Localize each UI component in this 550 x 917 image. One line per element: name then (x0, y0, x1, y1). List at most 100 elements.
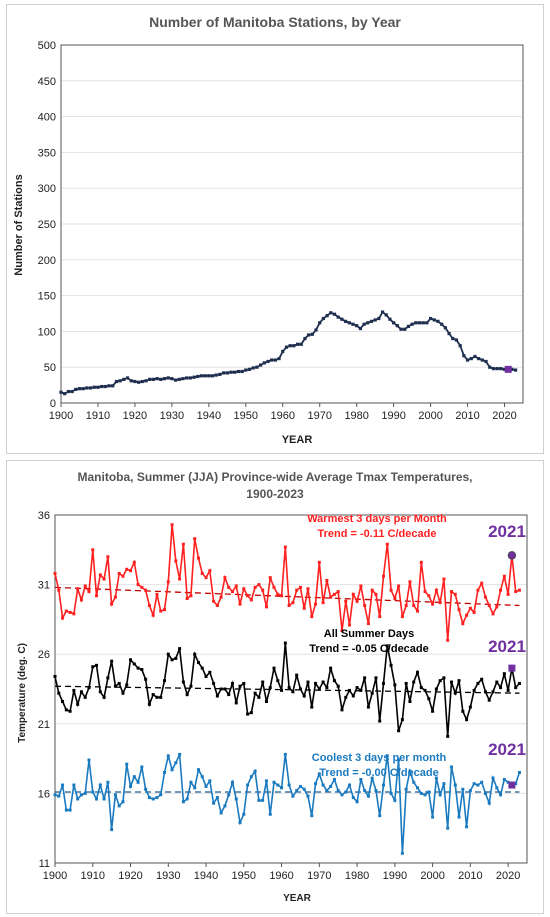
series-3-data-point (385, 754, 389, 758)
series-3-data-point (336, 789, 340, 793)
series-2-data-point (53, 674, 57, 678)
series-3-data-point (147, 796, 151, 800)
series-1-data-point (79, 598, 83, 602)
stations-data-point (480, 358, 484, 362)
series-3-data-point (264, 779, 268, 783)
stations-data-point (454, 338, 459, 342)
series-1-data-point (514, 590, 518, 594)
series-2-data-point (480, 677, 484, 681)
series-2-data-point (340, 708, 344, 712)
series-1-data-point (242, 587, 246, 591)
stations-data-point (292, 344, 296, 348)
series-3-data-point (64, 808, 68, 812)
series-3-data-point (238, 821, 242, 825)
series-2-data-point (223, 687, 227, 691)
stations-data-point (222, 371, 226, 375)
x-tick-label: 1950 (232, 870, 256, 882)
series-1-data-point (506, 592, 510, 596)
stations-data-point (429, 316, 433, 321)
stations-data-point (384, 313, 388, 317)
stations-data-point (122, 377, 126, 381)
series-2-data-point (291, 690, 295, 694)
stations-data-point (329, 311, 333, 315)
series-3-data-point (61, 783, 65, 787)
series-2-data-point (306, 680, 310, 684)
series-3-line (54, 754, 521, 854)
series-2-data-point (283, 641, 287, 645)
stations-data-point (491, 367, 496, 371)
stations-data-point (362, 322, 366, 326)
series-1-data-point (264, 605, 268, 609)
series-3-data-point (502, 777, 506, 781)
series-3-data-point (189, 780, 193, 784)
series-3-data-point (344, 790, 348, 794)
x-tick-label: 2020 (496, 870, 520, 882)
series-2-data-point (117, 681, 121, 685)
series-1-data-point (230, 590, 234, 594)
series-1-data-point (389, 588, 393, 592)
stations-data-point (314, 328, 318, 332)
series-1-data-point (465, 613, 469, 617)
series-2-data-point (382, 681, 386, 685)
series-2-data-point (332, 679, 336, 683)
stations-data-point (133, 379, 137, 384)
x-tick-label: 2000 (420, 870, 444, 882)
series-1-data-point (219, 595, 223, 599)
series-3-data-point (215, 796, 219, 800)
series-1-data-point (427, 594, 431, 598)
series-2-data-point (336, 684, 340, 688)
series-2-data-point (264, 700, 268, 704)
x-tick-label: 2000 (418, 410, 442, 422)
series-3-data-point (348, 783, 352, 787)
series-1-data-point (61, 616, 65, 620)
y-axis-label: Number of Stations (13, 174, 25, 275)
series-3-data-point (355, 800, 359, 804)
series-3-data-point (170, 768, 174, 772)
series-1-data-point (317, 560, 321, 564)
series-2-data-point (230, 681, 234, 685)
series-2-data-point (370, 691, 374, 695)
series-2-data-point (517, 681, 521, 685)
series-1-data-point (359, 584, 363, 588)
series-1-data-point (170, 523, 174, 527)
stations-data-point (103, 384, 107, 389)
series-2-data-point (200, 666, 204, 670)
series-3-data-point (181, 800, 185, 804)
temperature-chart-panel: Manitoba, Summer (JJA) Province-wide Ave… (6, 460, 544, 914)
series-2-data-point (129, 658, 133, 662)
series-2-data-point (476, 681, 480, 685)
series-2-data-point (181, 680, 185, 684)
series-3-data-point (193, 786, 197, 790)
stations-data-point (425, 321, 429, 325)
series-2-data-point (348, 688, 352, 692)
series-2-data-point (427, 697, 431, 701)
series-1-highlight-2021 (507, 551, 517, 560)
series-2-data-point (363, 676, 367, 680)
stations-data-point (188, 376, 192, 380)
x-tick-label: 1950 (234, 410, 258, 422)
stations-data-point (436, 319, 440, 323)
series-2-data-point (178, 647, 182, 651)
stations-data-point (403, 327, 407, 331)
series-3-data-point (159, 793, 163, 797)
x-tick-label: 1940 (197, 410, 221, 422)
y-tick-label: 100 (38, 326, 56, 338)
series-1-data-point (321, 601, 325, 605)
series-1-data-point (280, 594, 284, 598)
series-2-data-point (95, 663, 99, 667)
series-2-data-point (144, 677, 148, 681)
series-2-data-point (449, 680, 453, 684)
series-3-data-point (117, 804, 121, 808)
series-3-data-point (151, 797, 155, 801)
stations-chart: Number of Manitoba Stations, by Year Num… (13, 14, 524, 446)
series-2-data-point (159, 695, 163, 699)
stations-data-point (417, 321, 422, 325)
series-3-data-point (427, 790, 431, 794)
stations-data-point (414, 321, 418, 325)
series-3-data-point (72, 783, 76, 787)
series-1-data-point (155, 592, 159, 596)
series-1-data-point (110, 602, 114, 606)
series-1-data-point (295, 588, 299, 592)
series-2-data-point (404, 681, 408, 685)
series-3-data-point (487, 801, 491, 805)
